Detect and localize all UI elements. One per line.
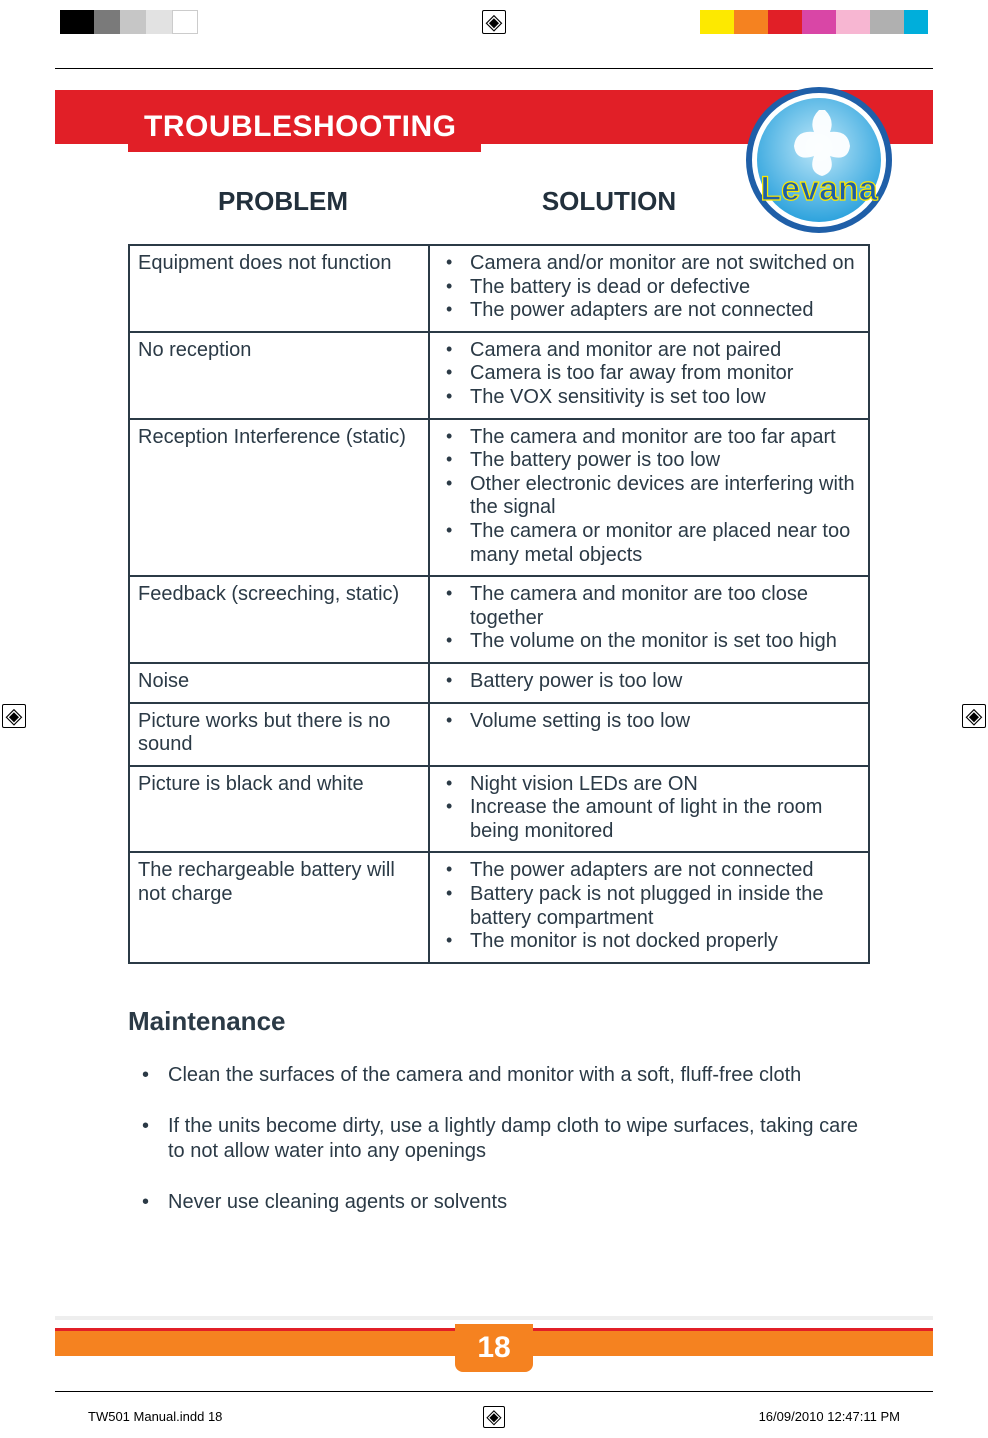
solution-item: Volume setting is too low (438, 710, 860, 734)
problem-cell: No reception (129, 332, 429, 419)
registration-mark-icon: ◈ (482, 10, 506, 34)
solution-cell: Night vision LEDs are ONIncrease the amo… (429, 766, 869, 853)
solution-item: The power adapters are not connected (438, 299, 860, 323)
solution-cell: Volume setting is too low (429, 703, 869, 766)
solution-item: The camera or monitor are placed near to… (438, 520, 860, 567)
problem-cell: Picture is black and white (129, 766, 429, 853)
solution-cell: The power adapters are not connectedBatt… (429, 852, 869, 962)
solution-item: Battery power is too low (438, 670, 860, 694)
page-number: 18 (477, 1331, 510, 1365)
solution-cell: The camera and monitor are too close tog… (429, 576, 869, 663)
registration-top: ◈ (60, 6, 928, 38)
solution-item: The battery is dead or defective (438, 276, 860, 300)
solution-cell: Camera and monitor are not pairedCamera … (429, 332, 869, 419)
solution-item: The battery power is too low (438, 449, 860, 473)
color-bars-left (60, 10, 198, 34)
maintenance-item: If the units become dirty, use a lightly… (128, 1114, 860, 1164)
solution-cell: The camera and monitor are too far apart… (429, 419, 869, 577)
solution-item: The monitor is not docked properly (438, 930, 860, 954)
solution-item: The VOX sensitivity is set too low (438, 386, 860, 410)
section-title: TROUBLESHOOTING (144, 110, 457, 144)
registration-left-icon: ◈ (2, 704, 26, 728)
troubleshooting-table: Equipment does not function Camera and/or… (128, 244, 870, 964)
color-bars-right (700, 10, 928, 34)
levana-logo: Levana (734, 80, 904, 240)
solution-item: The camera and monitor are too close tog… (438, 583, 860, 630)
solution-item: Camera and monitor are not paired (438, 339, 860, 363)
section-title-tab: TROUBLESHOOTING (128, 100, 481, 152)
footer-file: TW501 Manual.indd 18 (88, 1409, 222, 1424)
column-header-problem: PROBLEM (128, 186, 438, 217)
problem-cell: Feedback (screeching, static) (129, 576, 429, 663)
solution-cell: Camera and/or monitor are not switched o… (429, 245, 869, 332)
problem-cell: Noise (129, 663, 429, 703)
registration-bottom-icon: ◈ (483, 1406, 505, 1428)
page-number-badge: 18 (455, 1324, 533, 1372)
solution-item: The camera and monitor are too far apart (438, 426, 860, 450)
table-row: Equipment does not function Camera and/or… (129, 245, 869, 332)
divider-top (55, 68, 933, 69)
problem-cell: Equipment does not function (129, 245, 429, 332)
bottom-crop-line (55, 1391, 933, 1392)
table-row: Reception Interference (static)The camer… (129, 419, 869, 577)
problem-cell: The rechargeable battery will not charge (129, 852, 429, 962)
table-row: No receptionCamera and monitor are not p… (129, 332, 869, 419)
registration-right-icon: ◈ (962, 704, 986, 728)
table-row: Feedback (screeching, static)The camera … (129, 576, 869, 663)
solution-item: Camera is too far away from monitor (438, 362, 860, 386)
table-row: Noise Battery power is too low (129, 663, 869, 703)
table-row: Picture is black and whiteNight vision L… (129, 766, 869, 853)
solution-item: Increase the amount of light in the room… (438, 796, 860, 843)
footer-date: 16/09/2010 12:47:11 PM (759, 1409, 900, 1424)
table-row: Picture works but there is no sound Volum… (129, 703, 869, 766)
solution-item: Battery pack is not plugged in inside th… (438, 883, 860, 930)
footer-divider (55, 1316, 933, 1320)
maintenance-item: Clean the surfaces of the camera and mon… (128, 1063, 860, 1088)
problem-cell: Picture works but there is no sound (129, 703, 429, 766)
maintenance-heading: Maintenance (128, 1006, 860, 1037)
solution-cell: Battery power is too low (429, 663, 869, 703)
solution-item: The volume on the monitor is set too hig… (438, 630, 860, 654)
solution-item: The power adapters are not connected (438, 859, 860, 883)
footer-meta: TW501 Manual.indd 18 ◈ 16/09/2010 12:47:… (88, 1409, 900, 1424)
maintenance-list: Clean the surfaces of the camera and mon… (128, 1063, 860, 1215)
table-row: The rechargeable battery will not charge… (129, 852, 869, 962)
solution-item: Night vision LEDs are ON (438, 773, 860, 797)
solution-item: Camera and/or monitor are not switched o… (438, 252, 860, 276)
logo-text: Levana (760, 170, 878, 208)
maintenance-item: Never use cleaning agents or solvents (128, 1190, 860, 1215)
solution-item: Other electronic devices are interfering… (438, 473, 860, 520)
maintenance-section: Maintenance Clean the surfaces of the ca… (128, 1006, 860, 1241)
problem-cell: Reception Interference (static) (129, 419, 429, 577)
